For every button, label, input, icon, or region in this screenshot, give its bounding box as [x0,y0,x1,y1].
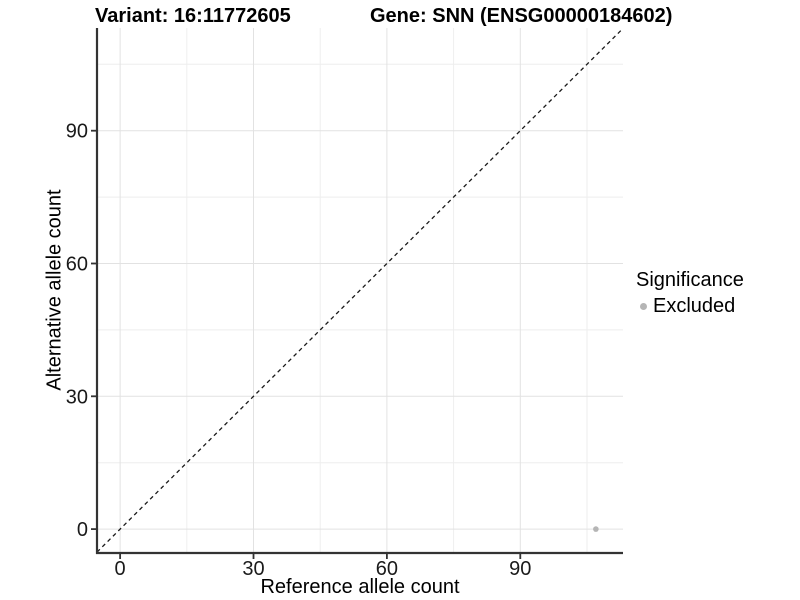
plot-title-gene: Gene: SNN (ENSG00000184602) [370,5,673,27]
identity-line [96,27,624,553]
legend-item-label: Excluded [653,295,736,317]
x-tick-label: 90 [509,558,531,580]
legend: Significance Excluded [636,269,744,318]
y-tick-label: 30 [66,386,88,408]
legend-title: Significance [636,269,744,291]
plot-title-variant: Variant: 16:11772605 [95,5,291,27]
x-tick-label: 60 [376,558,398,580]
excluded-point-icon [640,303,647,310]
legend-item-excluded: Excluded [636,295,744,318]
x-axis-title: Reference allele count [260,576,460,598]
y-tick-label: 0 [77,519,88,541]
y-tick-label: 90 [66,121,88,143]
y-tick-label: 60 [66,253,88,275]
x-tick-label: 0 [115,558,126,580]
x-tick-label: 30 [242,558,264,580]
data-point [593,526,599,532]
